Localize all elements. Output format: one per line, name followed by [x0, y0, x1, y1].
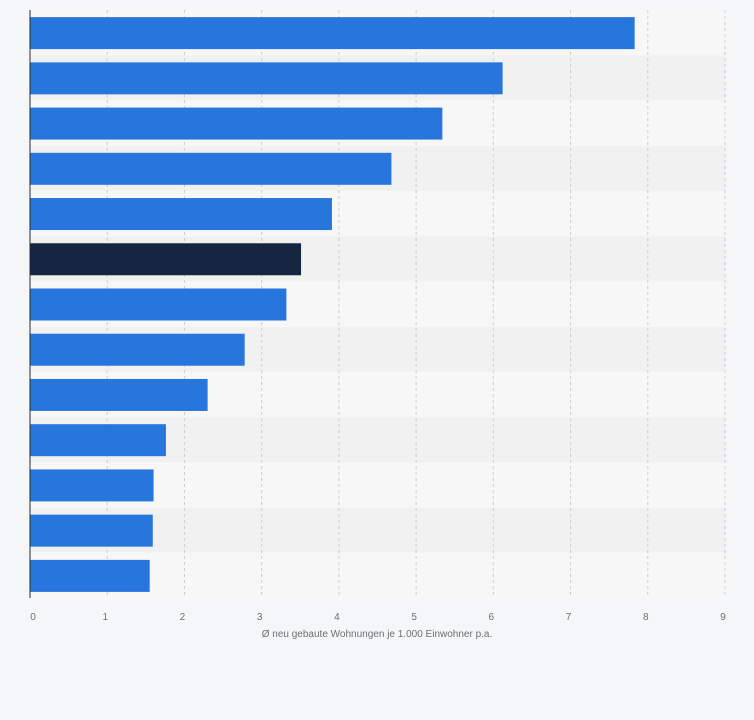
x-tick-label: 3	[257, 612, 263, 623]
x-tick-label: 8	[643, 612, 649, 623]
x-tick-label: 7	[566, 612, 572, 623]
bar[interactable]	[30, 288, 287, 321]
bar[interactable]	[30, 17, 635, 50]
x-tick-label: 0	[30, 612, 36, 623]
bar[interactable]	[30, 378, 208, 411]
x-tick-label: 5	[411, 612, 417, 623]
x-tick-label: 4	[334, 612, 340, 623]
x-tick-label: 2	[180, 612, 186, 623]
x-tick-label: 1	[102, 612, 108, 623]
bar[interactable]	[30, 333, 245, 366]
bar[interactable]	[30, 424, 166, 457]
bar[interactable]	[30, 514, 153, 547]
bar[interactable]	[30, 469, 154, 502]
bar[interactable]	[30, 107, 443, 140]
x-axis-label: Ø neu gebaute Wohnungen je 1.000 Einwohn…	[262, 629, 493, 640]
bar[interactable]	[30, 152, 392, 185]
bars	[30, 17, 635, 592]
bar[interactable]	[30, 559, 150, 592]
x-tick-labels: 0 1 2 3 4 5 6 7 8 9	[30, 612, 726, 623]
bar[interactable]	[30, 198, 332, 231]
bar[interactable]	[30, 243, 302, 276]
x-tick-label: 6	[489, 612, 495, 623]
x-tick-label: 9	[720, 612, 726, 623]
bar[interactable]	[30, 62, 503, 95]
